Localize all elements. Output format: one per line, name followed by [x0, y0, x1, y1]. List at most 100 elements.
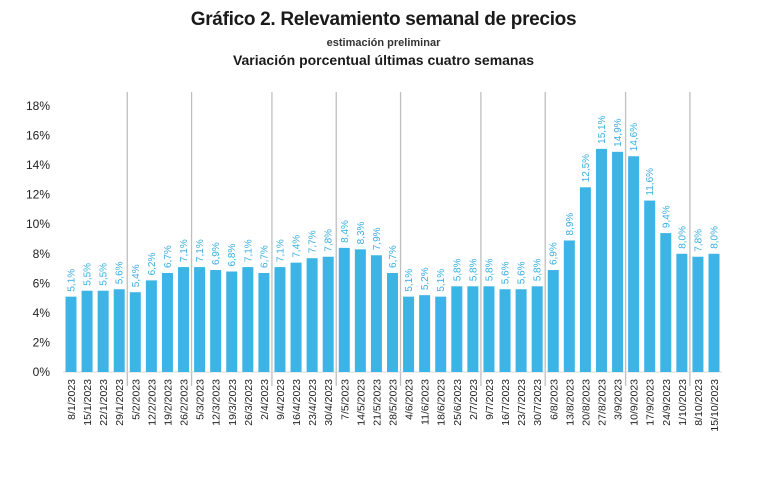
- data-label: 7,8%: [324, 229, 335, 252]
- x-tick-label: 17/9/2023: [645, 379, 657, 426]
- x-tick-label: 14/5/2023: [355, 379, 367, 426]
- data-label: 8,0%: [710, 226, 721, 249]
- data-label: 9,4%: [661, 205, 672, 228]
- x-tick-label: 12/3/2023: [211, 379, 223, 426]
- bar: [387, 272, 398, 372]
- bar: [595, 148, 607, 372]
- bar: [290, 262, 302, 372]
- data-label: 6,2%: [147, 252, 158, 275]
- bar: [81, 290, 93, 372]
- data-label: 14,9%: [613, 118, 624, 146]
- bar: [708, 253, 720, 372]
- bar: [194, 267, 206, 372]
- bar: [435, 296, 447, 372]
- bar: [467, 286, 479, 372]
- x-tick-label: 28/5/2023: [388, 379, 400, 426]
- bar: [579, 187, 591, 372]
- x-tick-label: 25/6/2023: [452, 379, 464, 426]
- bar: [515, 289, 527, 372]
- bar: [483, 286, 495, 372]
- bar: [258, 272, 270, 372]
- y-tick-label: 16%: [26, 129, 50, 143]
- x-tick-label: 9/7/2023: [484, 379, 496, 420]
- x-tick-label: 21/5/2023: [371, 379, 383, 426]
- y-tick-label: 18%: [26, 99, 50, 113]
- x-tick-label: 12/2/2023: [146, 379, 158, 426]
- y-tick-label: 14%: [26, 158, 50, 172]
- data-label: 5,1%: [404, 269, 415, 292]
- x-tick-label: 7/5/2023: [339, 379, 351, 420]
- data-label: 5,5%: [83, 263, 94, 286]
- bar: [65, 296, 77, 372]
- data-label: 7,7%: [308, 230, 319, 253]
- bar: [644, 200, 656, 372]
- data-label: 6,7%: [259, 245, 270, 268]
- x-tick-label: 2/4/2023: [259, 379, 271, 420]
- y-axis: 0% 2% 4% 6% 8% 10% 12% 14% 16% 18%: [26, 99, 723, 379]
- y-tick-label: 0%: [33, 365, 51, 379]
- y-tick-label: 12%: [26, 188, 50, 202]
- x-axis: 8/1/2023 15/1/2023 22/1/2023 29/1/2023 5/2/2…: [66, 379, 721, 432]
- data-label: 5,6%: [501, 261, 512, 284]
- x-tick-label: 15/10/2023: [709, 379, 721, 432]
- data-label: 5,8%: [533, 258, 544, 281]
- x-tick-label: 30/4/2023: [323, 379, 335, 426]
- x-tick-label: 29/1/2023: [114, 379, 126, 426]
- data-label: 5,2%: [420, 267, 431, 290]
- data-label: 6,9%: [211, 242, 222, 265]
- bar: [499, 289, 511, 372]
- y-tick-label: 2%: [33, 335, 51, 349]
- bar: [97, 290, 109, 372]
- chart-subtitle: estimación preliminar: [326, 37, 441, 49]
- data-label: 12,5%: [581, 154, 592, 182]
- bar: [338, 247, 350, 372]
- data-label: 8,4%: [340, 220, 351, 243]
- x-tick-label: 11/6/2023: [420, 379, 432, 425]
- data-label: 7,9%: [372, 227, 383, 250]
- y-tick-label: 8%: [33, 247, 51, 261]
- data-label: 5,6%: [517, 261, 528, 284]
- bar: [451, 286, 463, 372]
- x-tick-label: 13/8/2023: [564, 379, 576, 426]
- data-label: 5,5%: [99, 263, 110, 286]
- bar: [113, 289, 125, 372]
- bar: [145, 280, 157, 372]
- x-tick-label: 23/4/2023: [307, 379, 319, 426]
- x-tick-label: 5/2/2023: [130, 379, 142, 420]
- data-label: 8,9%: [565, 213, 576, 236]
- x-tick-label: 20/8/2023: [580, 379, 592, 426]
- x-tick-label: 5/3/2023: [195, 379, 207, 420]
- x-tick-label: 23/7/2023: [516, 379, 528, 426]
- data-label: 7,4%: [292, 235, 303, 258]
- x-tick-label: 24/9/2023: [661, 379, 673, 426]
- x-tick-label: 2/7/2023: [468, 379, 480, 420]
- data-label: 5,1%: [67, 269, 78, 292]
- x-tick-label: 26/3/2023: [243, 379, 255, 426]
- bar: [370, 255, 382, 372]
- x-tick-label: 8/1/2023: [66, 379, 78, 420]
- x-tick-label: 3/9/2023: [613, 379, 625, 420]
- data-labels: 5,1% 5,5% 5,5% 5,6% 5,4% 6,2% 6,7% 7,1% 7,1% 6,9%…: [67, 115, 721, 291]
- x-tick-label: 6/8/2023: [548, 379, 560, 420]
- data-label: 7,1%: [195, 239, 206, 262]
- bar: [692, 256, 704, 372]
- bar: [419, 295, 431, 372]
- data-label: 6,8%: [227, 244, 238, 267]
- x-tick-label: 10/9/2023: [629, 379, 641, 426]
- bar: [676, 253, 688, 372]
- data-label: 6,9%: [549, 242, 560, 265]
- x-tick-label: 16/7/2023: [500, 379, 512, 426]
- bar: [129, 292, 141, 372]
- chart-subtitle-2: Variación porcentual últimas cuatro sema…: [232, 52, 535, 68]
- x-tick-label: 15/1/2023: [82, 379, 94, 426]
- bar: [161, 272, 173, 372]
- x-tick-label: 18/6/2023: [436, 379, 448, 426]
- bar: [547, 270, 559, 372]
- data-label: 6,7%: [388, 245, 399, 268]
- bar: [354, 249, 366, 372]
- x-tick-label: 8/10/2023: [693, 379, 705, 426]
- month-separators: [126, 92, 691, 386]
- data-label: 11,6%: [645, 168, 656, 196]
- data-label: 7,1%: [179, 239, 190, 262]
